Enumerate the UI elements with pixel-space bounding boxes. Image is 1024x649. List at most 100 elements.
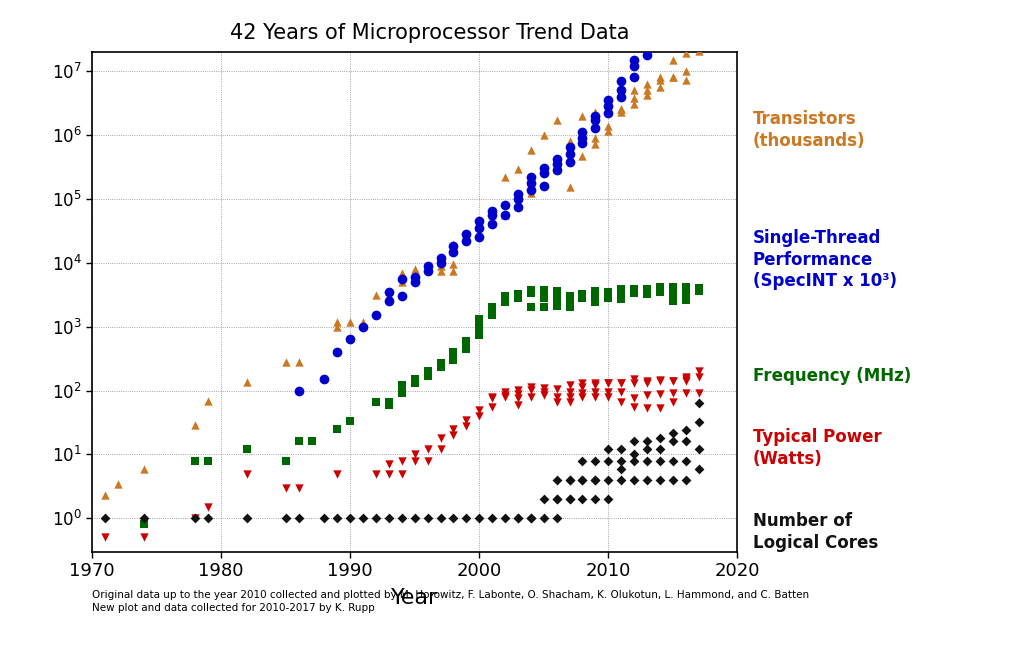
Point xyxy=(329,424,345,434)
X-axis label: Year: Year xyxy=(391,589,438,608)
Point xyxy=(522,172,539,182)
Point xyxy=(432,258,449,268)
Point xyxy=(587,456,603,466)
Point xyxy=(665,388,681,398)
Point xyxy=(626,378,642,388)
Point xyxy=(665,8,681,19)
Point xyxy=(587,286,603,297)
Point xyxy=(291,386,307,396)
Point xyxy=(200,396,216,406)
Point xyxy=(420,260,436,271)
Point xyxy=(561,182,578,192)
Point xyxy=(678,75,694,86)
Point xyxy=(393,513,410,524)
Point xyxy=(549,286,565,297)
Point xyxy=(432,358,449,369)
Point xyxy=(678,284,694,295)
Point xyxy=(651,283,668,293)
Point xyxy=(187,456,204,466)
Point xyxy=(393,274,410,284)
Point xyxy=(587,387,603,397)
Text: Single-Thread
Performance
(SpecINT x 10³): Single-Thread Performance (SpecINT x 10³… xyxy=(753,229,897,290)
Point xyxy=(407,272,423,282)
Point xyxy=(626,61,642,71)
Point xyxy=(510,202,526,212)
Point xyxy=(445,247,462,257)
Point xyxy=(613,85,630,95)
Point xyxy=(536,130,552,140)
Point xyxy=(484,218,501,228)
Point xyxy=(484,307,501,317)
Point xyxy=(651,456,668,466)
Point xyxy=(561,494,578,504)
Point xyxy=(393,291,410,301)
Point xyxy=(497,293,513,303)
Point xyxy=(651,433,668,443)
Point xyxy=(497,390,513,400)
Point xyxy=(432,362,449,373)
Point xyxy=(574,151,591,161)
Point xyxy=(639,474,655,485)
Point xyxy=(651,444,668,454)
Point xyxy=(458,229,474,239)
Point xyxy=(690,371,707,382)
Point xyxy=(678,291,694,301)
Point xyxy=(110,478,126,489)
Point xyxy=(510,164,526,175)
Point xyxy=(626,287,642,297)
Point xyxy=(407,263,423,274)
Point xyxy=(651,282,668,292)
Point xyxy=(381,513,397,524)
Point xyxy=(600,456,616,466)
Point xyxy=(561,136,578,146)
Point xyxy=(639,90,655,100)
Point xyxy=(665,21,681,32)
Point xyxy=(432,444,449,454)
Point xyxy=(278,357,294,367)
Point xyxy=(587,291,603,301)
Point xyxy=(497,513,513,524)
Point xyxy=(522,513,539,524)
Point xyxy=(626,402,642,412)
Point xyxy=(561,474,578,485)
Point xyxy=(678,10,694,21)
Point xyxy=(613,92,630,102)
Point xyxy=(200,513,216,524)
Point xyxy=(678,374,694,384)
Point xyxy=(536,387,552,397)
Point xyxy=(651,376,668,386)
Point xyxy=(651,375,668,386)
Point xyxy=(613,444,630,454)
Text: Frequency (MHz): Frequency (MHz) xyxy=(753,367,911,386)
Point xyxy=(471,218,487,228)
Point xyxy=(549,300,565,311)
Point xyxy=(561,474,578,485)
Point xyxy=(639,287,655,297)
Point xyxy=(445,513,462,524)
Point xyxy=(665,286,681,297)
Point xyxy=(355,316,372,326)
Point xyxy=(574,456,591,466)
Point xyxy=(639,50,655,60)
Point xyxy=(665,55,681,65)
Point xyxy=(665,436,681,447)
Point xyxy=(665,291,681,301)
Point xyxy=(678,388,694,398)
Point xyxy=(600,288,616,298)
Point xyxy=(407,449,423,459)
Point xyxy=(626,474,642,485)
Point xyxy=(458,343,474,354)
Point xyxy=(639,456,655,466)
Point xyxy=(600,95,616,105)
Point xyxy=(432,433,449,443)
Point xyxy=(522,288,539,298)
Point xyxy=(97,532,114,543)
Point xyxy=(639,436,655,447)
Point xyxy=(600,287,616,297)
Point xyxy=(484,513,501,524)
Point xyxy=(393,469,410,479)
Point xyxy=(239,444,255,454)
Point xyxy=(678,425,694,435)
Text: Original data up to the year 2010 collected and plotted by M. Horowitz, F. Labon: Original data up to the year 2010 collec… xyxy=(92,591,809,600)
Point xyxy=(587,378,603,388)
